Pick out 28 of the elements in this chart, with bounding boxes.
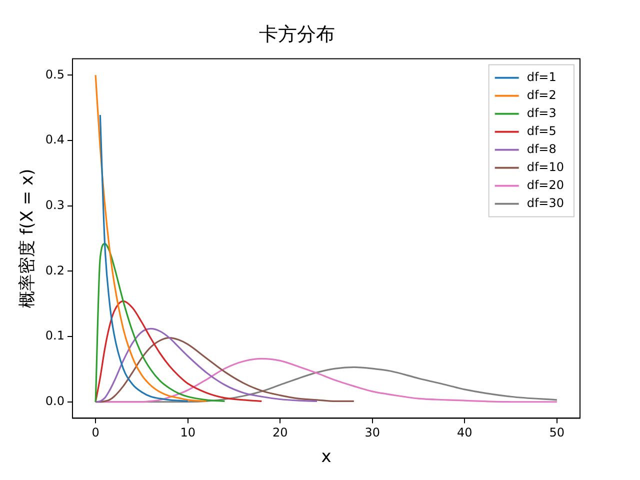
y-tick-label: 0.4 [45, 132, 64, 147]
y-tick-label: 0.2 [45, 263, 64, 278]
legend-label: df=30 [526, 196, 564, 210]
x-tick-label: 40 [457, 426, 472, 440]
x-tick-label: 20 [272, 426, 288, 440]
x-tick-label: 50 [549, 426, 565, 440]
y-tick-label: 0.0 [45, 394, 64, 408]
legend-label: df=5 [526, 124, 556, 138]
chart-title: 卡方分布 [259, 23, 335, 46]
x-tick-label: 0 [92, 426, 100, 440]
line-series [94, 74, 208, 402]
x-axis-title: x [321, 447, 332, 468]
line-series [94, 328, 318, 403]
y-axis-title: 概率密度 f(X = x) [18, 168, 38, 308]
y-tick-label: 0.1 [45, 328, 64, 343]
legend-label: df=2 [526, 88, 556, 102]
line-series [94, 300, 262, 403]
legend-label: df=1 [526, 70, 556, 84]
legend-label: df=3 [526, 106, 556, 120]
x-tick-label: 10 [180, 426, 196, 440]
line-series [99, 114, 189, 402]
x-tick-label: 30 [364, 426, 380, 440]
y-tick-label: 0.5 [45, 67, 64, 82]
legend-label: df=8 [526, 142, 556, 156]
y-tick-label: 0.3 [45, 198, 64, 212]
legend-label: df=20 [526, 178, 564, 192]
legend-label: df=10 [526, 160, 564, 174]
line-series [94, 242, 226, 403]
